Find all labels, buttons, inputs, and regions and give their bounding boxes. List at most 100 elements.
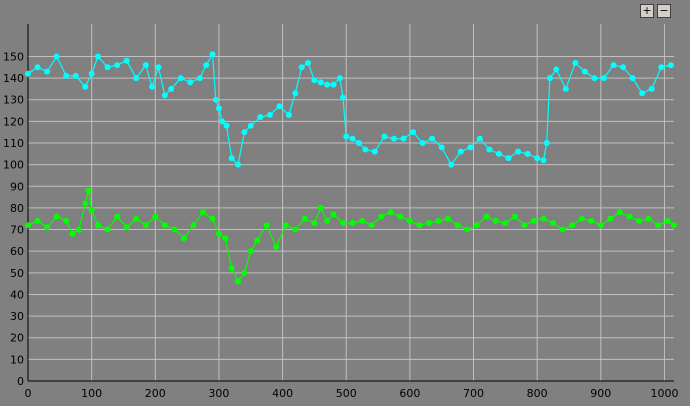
series-1-point — [223, 122, 230, 129]
series-1-point — [610, 62, 617, 69]
series-1-point — [330, 81, 337, 88]
series-1-point — [336, 75, 343, 82]
series-1-point — [355, 140, 362, 146]
series-2-point — [180, 235, 187, 242]
series-1-point — [88, 70, 95, 77]
x-tick-label: 100 — [81, 387, 102, 400]
series-2-point — [578, 215, 585, 222]
series-2-point — [540, 215, 547, 222]
x-tick-label: 1000 — [650, 387, 678, 400]
series-2-point — [324, 217, 331, 224]
x-tick-label: 800 — [527, 387, 548, 400]
series-2-point — [95, 222, 102, 229]
series-1-point — [381, 133, 388, 140]
series-1-point — [524, 150, 531, 157]
series-2-point — [349, 220, 356, 227]
series-1-point — [292, 90, 299, 97]
series-2-point — [368, 222, 375, 229]
series-1-point — [343, 133, 350, 140]
series-1-point — [298, 64, 305, 71]
series-1-point — [276, 103, 283, 110]
series-2-point — [397, 213, 404, 220]
series-2-point — [626, 213, 633, 220]
x-tick-label: 300 — [208, 387, 229, 400]
zoom-in-button[interactable]: + — [640, 4, 654, 18]
series-1-point — [620, 64, 627, 71]
series-1-point — [196, 75, 203, 82]
series-2-point — [569, 222, 576, 229]
series-1-point — [629, 75, 636, 82]
series-2-point — [222, 235, 229, 242]
series-2-point — [655, 222, 662, 229]
series-2-point — [521, 222, 528, 229]
series-2-line — [27, 190, 675, 283]
series-2-point — [454, 222, 461, 229]
series-2-point — [559, 226, 566, 233]
x-tick-label: 0 — [25, 387, 32, 400]
series-1-point — [177, 75, 184, 82]
series-1-point — [390, 135, 397, 142]
series-2-point — [292, 226, 299, 233]
y-tick-label: 20 — [10, 332, 24, 345]
series-2-point — [75, 226, 82, 233]
series-1-point — [317, 79, 324, 86]
x-tick-label: 700 — [463, 387, 484, 400]
series-1-point — [34, 64, 41, 71]
series-1-point — [95, 53, 102, 60]
series-1-point — [63, 72, 70, 79]
series-2-point — [190, 222, 197, 229]
series-2-point — [550, 220, 557, 227]
series-1-line — [27, 52, 671, 166]
series-1-point — [476, 135, 483, 142]
y-tick-label: 60 — [10, 245, 24, 258]
series-1-point — [448, 161, 455, 168]
series-2-point — [671, 222, 677, 229]
series-2-point — [387, 209, 394, 216]
y-tick-label: 140 — [3, 72, 24, 85]
series-1-point — [467, 144, 474, 151]
series-1-point — [591, 75, 598, 82]
series-2-point — [416, 222, 423, 229]
series-1-point — [25, 70, 31, 77]
series-1-point — [648, 85, 655, 92]
y-tick-label: 150 — [3, 50, 24, 63]
series-2-point — [263, 222, 270, 229]
series-1-point — [241, 129, 248, 136]
series-1-point — [149, 83, 156, 90]
series-1-point — [104, 64, 111, 71]
series-1-point — [82, 83, 89, 90]
series-2-point — [215, 230, 222, 237]
series-2-point — [25, 222, 31, 229]
series-1-point — [212, 96, 219, 103]
series-1-point — [540, 157, 547, 164]
series-2-point — [209, 215, 216, 222]
series-2-point — [311, 220, 318, 227]
series-2-point — [273, 243, 280, 250]
series-1-point — [142, 62, 149, 69]
series-2-point — [330, 211, 337, 218]
series-1-point — [187, 79, 194, 86]
y-tick-label: 90 — [10, 180, 24, 193]
zoom-out-button[interactable]: − — [657, 4, 671, 18]
y-tick-label: 110 — [3, 137, 24, 150]
series-2-point — [282, 222, 289, 229]
series-2-point — [664, 217, 671, 224]
series-1-point — [123, 57, 130, 64]
series-2-point — [254, 237, 261, 244]
series-1-point — [429, 135, 436, 142]
series-1-point — [219, 118, 226, 125]
y-tick-label: 70 — [10, 224, 24, 237]
series-2-point — [85, 187, 92, 194]
series-2-point — [359, 217, 366, 224]
y-tick-label: 120 — [3, 115, 24, 128]
series-2-point — [317, 204, 324, 211]
series-2-point — [483, 213, 490, 220]
series-1-point — [247, 122, 254, 129]
series-1-point — [72, 72, 79, 79]
series-1-point — [543, 140, 550, 146]
series-2-point — [530, 217, 537, 224]
x-tick-label: 900 — [590, 387, 611, 400]
series-1-point — [257, 114, 264, 121]
